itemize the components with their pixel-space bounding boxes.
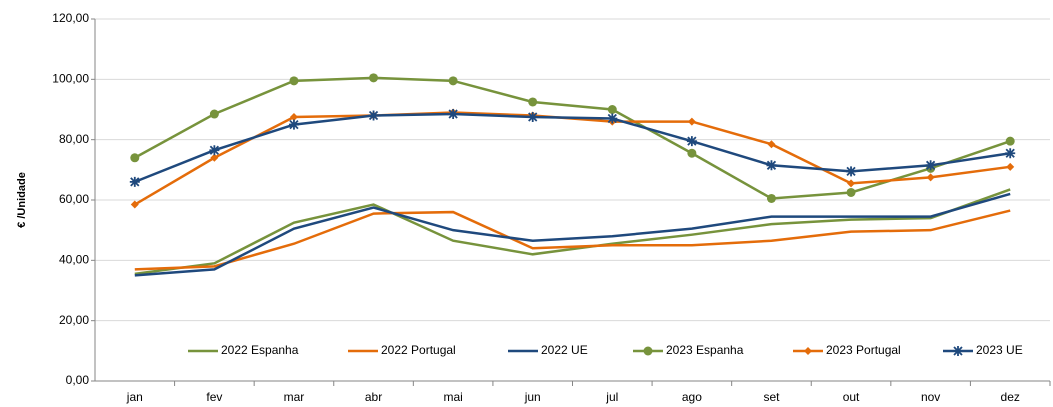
x-tick-label: mar [284, 390, 305, 404]
marker [289, 76, 299, 86]
marker [926, 173, 935, 182]
y-tick-label: 100,00 [52, 72, 89, 86]
x-tick-label: jul [605, 390, 618, 404]
legend-label: 2022 Espanha [221, 343, 299, 357]
y-tick-label: 20,00 [59, 313, 89, 327]
legend-label: 2023 Portugal [826, 343, 901, 357]
marker [130, 153, 140, 163]
marker [209, 145, 220, 156]
marker [643, 346, 653, 356]
legend-label: 2023 UE [976, 343, 1023, 357]
series-line [134, 192, 1011, 277]
y-tick-label: 40,00 [59, 253, 89, 267]
marker [448, 76, 458, 86]
marker [687, 148, 697, 158]
legend-label: 2022 UE [541, 343, 588, 357]
legend-label: 2022 Portugal [381, 343, 456, 357]
marker [607, 105, 617, 114]
marker [925, 160, 936, 171]
marker [1006, 162, 1015, 171]
x-tick-label: abr [365, 390, 382, 404]
legend-label: 2023 Espanha [666, 343, 744, 357]
y-tick-label: 120,00 [52, 11, 89, 25]
marker [1005, 136, 1015, 146]
marker [687, 117, 696, 126]
x-tick-label: ago [682, 390, 702, 404]
marker [527, 112, 538, 123]
marker [766, 193, 776, 203]
x-tick-label: nov [921, 390, 940, 404]
marker [130, 200, 139, 209]
marker [847, 179, 856, 188]
series-line [134, 76, 1011, 200]
x-tick-label: set [763, 390, 780, 404]
marker [209, 109, 219, 119]
series-line [134, 209, 1011, 271]
marker [686, 136, 697, 147]
x-tick-label: mai [443, 390, 462, 404]
x-tick-label: jun [524, 390, 541, 404]
marker [288, 119, 299, 130]
x-tick-label: jan [126, 390, 143, 404]
y-tick-label: 60,00 [59, 192, 89, 206]
marker [368, 110, 379, 121]
y-tick-label: 80,00 [59, 132, 89, 146]
y-tick-label: 0,00 [66, 373, 90, 387]
marker [1005, 148, 1016, 159]
marker [369, 73, 379, 83]
series-line [134, 111, 1011, 206]
marker [607, 113, 618, 124]
y-axis-label: € /Unidade [16, 172, 28, 228]
marker [953, 346, 963, 356]
marker [846, 187, 856, 197]
marker [528, 97, 538, 107]
marker [766, 160, 777, 171]
marker [210, 153, 219, 162]
marker [846, 166, 857, 177]
marker [129, 176, 140, 187]
marker [767, 140, 776, 149]
series-line [134, 188, 1011, 276]
x-tick-label: dez [1001, 390, 1020, 404]
x-tick-label: out [843, 390, 860, 404]
marker [804, 347, 812, 355]
series-line [134, 112, 1011, 184]
marker [289, 113, 298, 122]
x-tick-label: fev [206, 390, 222, 404]
marker [448, 109, 459, 120]
